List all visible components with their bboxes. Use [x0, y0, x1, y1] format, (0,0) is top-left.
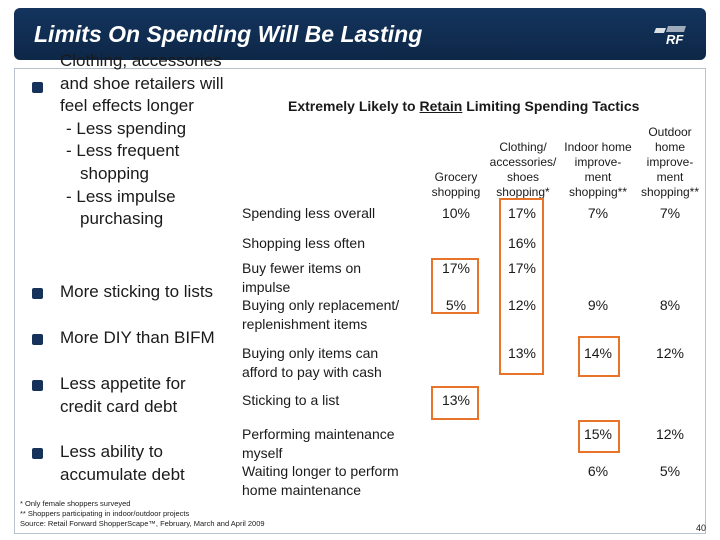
bullet-lists: More sticking to lists — [60, 282, 214, 301]
bullet-subline: - Less impulse — [66, 186, 176, 206]
header-bar: Limits On Spending Will Be Lasting RF — [14, 8, 706, 60]
row-label: Buy fewer items on impulse — [242, 259, 361, 296]
table-title-suffix: Limiting Spending Tactics — [462, 98, 640, 114]
column-header-line: Outdoor — [648, 125, 692, 139]
highlight-indoor-maintenance — [578, 420, 620, 453]
row-label-line: myself — [242, 444, 283, 461]
column-header-line: accessories/ — [489, 155, 557, 169]
row-label-line: Buy fewer items on — [242, 260, 362, 276]
table-title-underlined: Retain — [419, 98, 463, 114]
bullet-line: feel effects longer — [60, 96, 194, 116]
bullet-credit: Less appetite for credit card debt — [60, 373, 186, 418]
table-cell: 8% — [659, 297, 681, 313]
retail-forward-logo: RF — [654, 24, 688, 46]
table-cell: 7% — [587, 205, 609, 221]
row-label-line: impulse — [242, 278, 291, 295]
column-header-line: improve- — [574, 155, 622, 169]
row-label-line: Buying only items can — [242, 345, 379, 361]
table-cell: 5% — [445, 297, 467, 313]
column-header-line: shopping** — [640, 185, 700, 199]
table-cell: 13% — [507, 345, 537, 361]
column-header-indoor: Indoor home improve- ment shopping** — [558, 140, 638, 200]
highlight-clothing-column — [499, 198, 544, 375]
bullet-marker — [32, 334, 43, 345]
bullet-debt: Less ability to accumulate debt — [60, 441, 185, 486]
row-label-line: home maintenance — [242, 481, 362, 498]
column-header-line: shopping** — [568, 185, 628, 199]
bullet-line: Less ability to — [60, 442, 163, 461]
row-label-line: replenishment items — [242, 315, 368, 332]
column-header-line: Indoor home — [564, 140, 632, 154]
source-note: Source: Retail Forward ShopperScape™, Fe… — [20, 519, 265, 528]
bullet-line: Less appetite for — [60, 374, 186, 393]
table-cell: 16% — [507, 235, 537, 251]
row-label: Buying only replacement/ replenishment i… — [242, 296, 399, 333]
page-number: 40 — [695, 523, 706, 533]
highlight-grocery-list — [431, 386, 479, 420]
page-title: Limits On Spending Will Be Lasting — [34, 21, 423, 47]
row-label-line: afford to pay with cash — [242, 363, 382, 380]
row-label: Shopping less often — [242, 235, 365, 251]
table-title-prefix: Extremely Likely to — [288, 98, 420, 114]
table-cell: 10% — [441, 205, 471, 221]
row-label: Performing maintenance myself — [242, 425, 395, 462]
table-cell: 14% — [583, 345, 613, 361]
column-header-line: ment — [584, 170, 612, 184]
column-header-outdoor: Outdoor home improve- ment shopping** — [632, 125, 708, 200]
table-cell: 6% — [587, 463, 609, 479]
column-header-grocery: Grocery shopping — [426, 170, 486, 200]
table-cell: 13% — [441, 392, 471, 408]
bullet-subline: purchasing — [80, 209, 164, 229]
column-header-line: Grocery — [434, 170, 478, 184]
table-cell: 12% — [507, 297, 537, 313]
footnote: ** Shoppers participating in indoor/outd… — [20, 509, 190, 518]
table-cell: 17% — [507, 260, 537, 276]
table-cell: 15% — [583, 426, 613, 442]
content-frame — [14, 68, 706, 534]
bullet-clothing: Clothing, accessories and shoe retailers… — [60, 50, 223, 231]
bullet-line: and shoe retailers will — [60, 73, 224, 93]
bullet-marker — [32, 380, 43, 391]
table-cell: 12% — [655, 426, 685, 442]
row-label: Waiting longer to perform home maintenan… — [242, 462, 399, 499]
column-header-line: shopping* — [496, 185, 550, 199]
column-header-line: shopping — [431, 185, 481, 199]
table-cell: 12% — [655, 345, 685, 361]
table-cell: 17% — [507, 205, 537, 221]
table-cell: 17% — [441, 260, 471, 276]
bullet-marker — [32, 82, 43, 93]
row-label-line: Waiting longer to perform — [242, 463, 399, 479]
footnote: * Only female shoppers surveyed — [20, 499, 131, 508]
column-header-line: Clothing/ — [499, 140, 547, 154]
column-header-line: home — [654, 140, 686, 154]
table-title: Extremely Likely to Retain Limiting Spen… — [288, 98, 639, 114]
row-label: Buying only items can afford to pay with… — [242, 344, 382, 381]
highlight-grocery-impulse — [431, 258, 479, 314]
bullet-diy: More DIY than BIFM — [60, 328, 215, 347]
row-label: Spending less overall — [242, 205, 376, 221]
row-label: Sticking to a list — [242, 392, 340, 408]
row-label-line: Performing maintenance — [242, 426, 395, 442]
column-header-line: shoes — [506, 170, 540, 184]
bullet-line: accumulate debt — [60, 464, 185, 484]
bullet-subline: - Less spending — [66, 118, 187, 138]
column-header-clothing: Clothing/ accessories/ shoes shopping* — [478, 140, 568, 200]
column-header-line: improve- — [646, 155, 694, 169]
row-label-line: Buying only replacement/ — [242, 297, 400, 313]
bullet-line: credit card debt — [60, 396, 178, 416]
bullet-subline: - Less frequent — [66, 141, 180, 161]
svg-text:RF: RF — [666, 32, 684, 46]
bullet-marker — [32, 288, 43, 299]
table-cell: 9% — [587, 297, 609, 313]
column-header-line: ment — [656, 170, 684, 184]
bullet-subline: shopping — [80, 163, 150, 183]
bullet-line: Clothing, accessories — [60, 51, 222, 70]
table-cell: 5% — [659, 463, 681, 479]
highlight-indoor-cash — [578, 336, 620, 377]
table-cell: 7% — [659, 205, 681, 221]
bullet-marker — [32, 448, 43, 459]
